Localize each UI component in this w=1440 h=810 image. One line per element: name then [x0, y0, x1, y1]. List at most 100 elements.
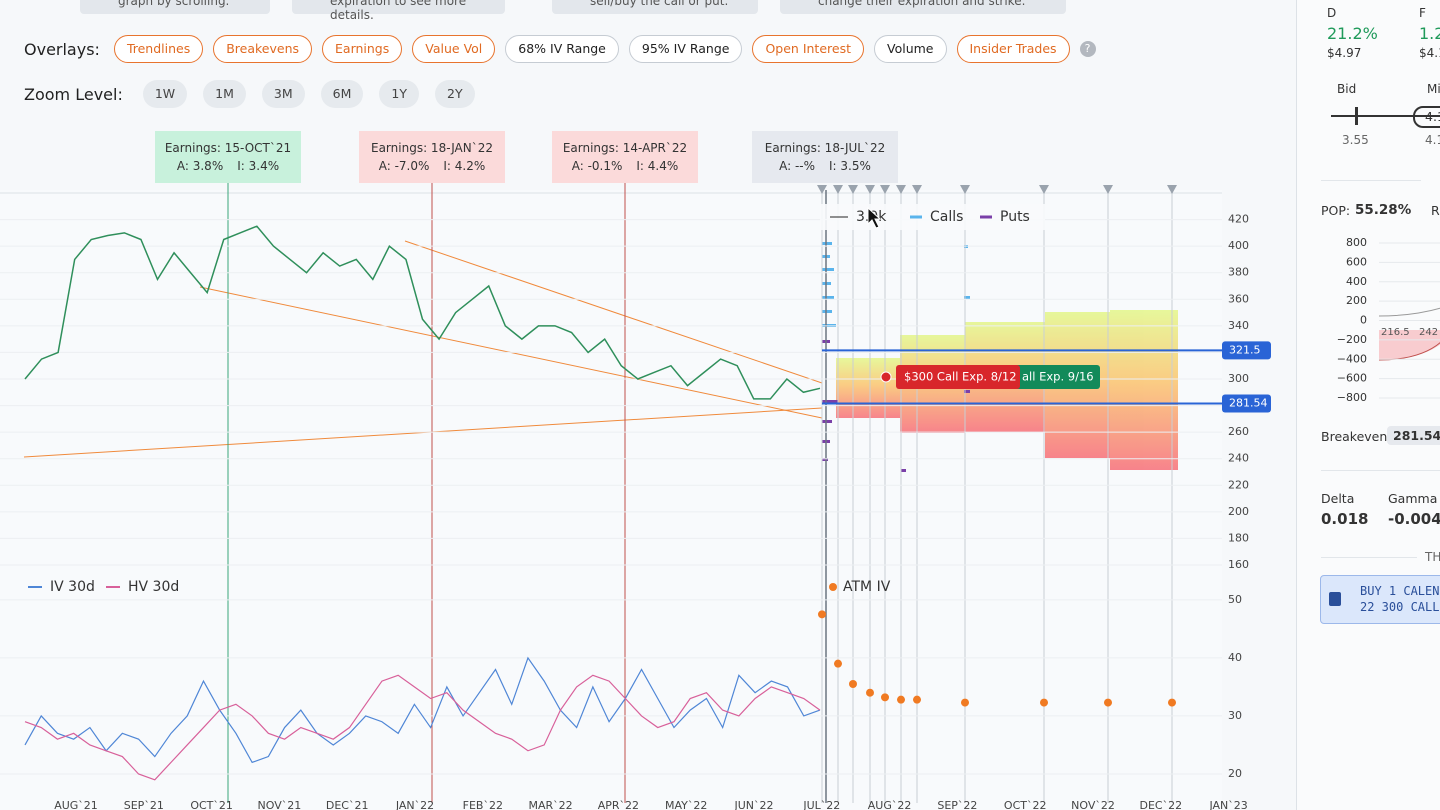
expiration-marker — [912, 185, 922, 194]
earnings-actual: A: 3.8% — [176, 159, 224, 173]
overlay-button[interactable]: 68% IV Range — [505, 35, 619, 63]
atm-iv-point — [849, 680, 857, 688]
level-label: 321.5 — [1229, 343, 1261, 356]
chart: 1601802002202402602803003203403603804004… — [0, 183, 1271, 810]
hint-banner: expiration to see more details. — [292, 0, 505, 22]
zoom-button[interactable]: 3M — [261, 80, 305, 108]
overlay-button[interactable]: 95% IV Range — [628, 35, 743, 63]
x-tick-label: OCT`21 — [190, 799, 233, 810]
oi-bar — [901, 469, 906, 472]
atm-iv-point — [866, 688, 874, 697]
bid-value: 3.55 — [1342, 133, 1369, 147]
x-tick-label: NOV`21 — [258, 799, 302, 810]
delta-label: Delta — [1321, 491, 1355, 506]
divider — [1321, 557, 1417, 558]
y-tick-label: 360 — [1228, 292, 1249, 305]
hint-banner: graph by scrolling. — [80, 0, 270, 14]
atm-iv-point — [834, 659, 842, 668]
d-price: $4.97 — [1327, 46, 1362, 60]
pl-tick-label: 200 — [1346, 294, 1367, 307]
overlay-button[interactable]: Volume — [874, 35, 947, 63]
earnings-actual: A: --% — [779, 159, 816, 173]
earnings-title: Earnings: 15-OCT`21 — [164, 141, 292, 155]
pl-tick-label: 800 — [1346, 236, 1367, 249]
zoom-buttons: 1W 1M 3M 6M 1Y 2Y — [142, 80, 477, 108]
zoom-row: Zoom Level: 1W 1M 3M 6M 1Y 2Y — [24, 80, 477, 108]
hint-banner: change their expiration and strike. — [780, 0, 1066, 14]
d-pct: 21.2% — [1327, 24, 1378, 43]
x-tick-label: NOV`22 — [1071, 799, 1115, 810]
earnings-title: Earnings: 18-JUL`22 — [764, 141, 886, 155]
breakeven-value: 281.54 — [1387, 426, 1440, 445]
atm-iv-point — [881, 693, 889, 702]
atm-iv-point — [818, 610, 826, 619]
help-icon[interactable]: ? — [1079, 41, 1096, 57]
overlays-row: Overlays: Trendlines Breakevens Earnings Va… — [24, 35, 1096, 63]
d-label: D — [1327, 6, 1337, 20]
plot-background — [0, 190, 1222, 810]
earnings-box: Earnings: 15-OCT`21 A: 3.8% I: 3.4% — [155, 131, 301, 183]
y-tick-label: 40 — [1228, 651, 1242, 664]
y-tick-label: 420 — [1228, 213, 1249, 226]
level-label: 281.54 — [1229, 397, 1268, 410]
zoom-button[interactable]: 6M — [320, 80, 364, 108]
atm-iv-point — [1168, 698, 1176, 707]
trade-panel: D 21.2% $4.97 F 1.2 $4.1 Bid Mi 4.1 3.55… — [1296, 0, 1440, 810]
atm-iv-point — [897, 695, 905, 704]
y-tick-label: 20 — [1228, 767, 1242, 780]
zoom-button[interactable]: 1Y — [379, 80, 419, 108]
earnings-implied: I: 4.4% — [636, 159, 679, 173]
pl-x-label: 242 — [1419, 327, 1438, 338]
zoom-label: Zoom Level: — [24, 84, 123, 104]
oi-bar — [822, 458, 828, 461]
legend-calls: Calls — [930, 209, 963, 225]
x-tick-label: AUG`21 — [54, 799, 98, 810]
overlay-button[interactable]: Breakevens — [213, 35, 313, 63]
y-tick-label: 220 — [1228, 478, 1249, 491]
zoom-button[interactable]: 1M — [203, 80, 246, 108]
copy-icon[interactable] — [1329, 592, 1341, 606]
y-tick-label: 400 — [1228, 239, 1249, 252]
overlay-button[interactable]: Value Vol — [412, 35, 496, 63]
overlay-button[interactable]: Earnings — [322, 35, 403, 63]
pl-chart: 800 600 400 200 0 −200 −400 −600 −800 216.5 242 — [1337, 236, 1440, 404]
earnings-moves: A: -7.0% I: 4.2% — [359, 157, 505, 175]
legend-label: ATM IV — [843, 579, 891, 595]
overlay-button[interactable]: Insider Trades — [956, 35, 1070, 63]
earnings-title: Earnings: 18-JAN`22 — [371, 141, 493, 155]
order-box[interactable]: BUY 1 CALEN 22 300 CALL — [1320, 575, 1440, 624]
gamma-label: Gamma — [1388, 491, 1438, 506]
delta-value: 0.018 — [1321, 510, 1369, 528]
earnings-moves: A: -0.1% I: 4.4% — [552, 157, 698, 175]
price-legend: 3.9k Calls Puts — [820, 204, 1045, 230]
earnings-actual: A: -7.0% — [378, 159, 430, 173]
cursor — [867, 206, 882, 229]
overlay-button[interactable]: Trendlines — [113, 35, 204, 63]
pop-label: POP: — [1321, 203, 1351, 218]
divider — [1321, 470, 1440, 471]
zoom-button[interactable]: 1W — [142, 80, 188, 108]
price-slider[interactable] — [1331, 115, 1440, 117]
overlay-button[interactable]: Open Interest — [752, 35, 864, 63]
earnings-moves: A: 3.8% I: 3.4% — [155, 157, 301, 175]
x-tick-label: JUL`22 — [802, 799, 840, 810]
earnings-box: Earnings: 18-JAN`22 A: -7.0% I: 4.2% — [359, 131, 505, 183]
pl-tick-label: −400 — [1337, 352, 1367, 365]
atm-iv-point — [913, 695, 921, 704]
y-tick-label: 260 — [1228, 425, 1249, 438]
tooltip-tag — [1000, 365, 1100, 389]
pl-tick-label: −800 — [1337, 391, 1367, 404]
hint-banner: sell/buy the call or put. — [552, 0, 758, 14]
y-tick-label: 240 — [1228, 452, 1249, 465]
earnings-implied: I: 3.4% — [237, 159, 280, 173]
slider-thumb[interactable] — [1355, 107, 1358, 125]
pl-x-label: 216.5 — [1381, 327, 1410, 338]
atm-iv-point — [1104, 698, 1112, 707]
expiration-marker — [1039, 185, 1049, 194]
mid-box[interactable]: 4.1 — [1413, 106, 1440, 128]
zoom-button[interactable]: 2Y — [435, 80, 475, 108]
expiration-marker — [833, 185, 843, 194]
legend-label: HV 30d — [128, 579, 179, 595]
x-tick-label: JUN`22 — [733, 799, 773, 810]
